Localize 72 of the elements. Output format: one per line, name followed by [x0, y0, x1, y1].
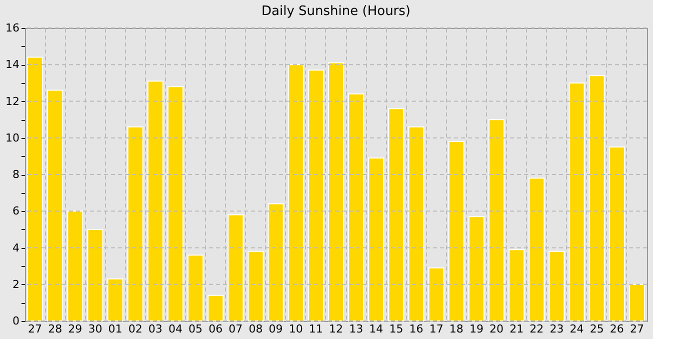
x-tick-label: 29: [68, 322, 82, 336]
bar: [608, 146, 625, 322]
bar: [107, 278, 124, 322]
bar: [548, 250, 565, 322]
x-tick-label: 17: [429, 322, 444, 336]
x-tick-label: 20: [490, 322, 504, 336]
x-tick-label: 18: [449, 322, 464, 336]
x-tick-label: 12: [329, 322, 343, 336]
bar: [448, 141, 464, 322]
x-tick-label: 24: [570, 322, 584, 336]
y-tick-label: 16: [6, 22, 20, 34]
x-tick-label: 09: [268, 322, 283, 336]
bar: [27, 56, 44, 322]
x-tick-label: 22: [530, 322, 544, 336]
bar: [248, 250, 264, 322]
x-tick-label: 02: [128, 322, 142, 336]
x-tick-label: 05: [188, 322, 203, 336]
x-tick-label: 16: [409, 322, 424, 336]
bar: [628, 284, 645, 322]
x-tick-label: 23: [550, 322, 564, 336]
y-tick-label: 6: [12, 204, 20, 218]
bar: [368, 158, 384, 322]
y-tick-label: 8: [12, 168, 20, 181]
bar: [328, 62, 344, 322]
bar: [147, 80, 164, 322]
bar: [308, 70, 324, 322]
y-tick-label: 12: [6, 94, 20, 108]
x-tick-label: 01: [108, 322, 122, 336]
x-tick-label: 11: [308, 322, 323, 336]
bar: [208, 294, 224, 322]
x-tick-label: 13: [349, 322, 364, 336]
bar: [87, 228, 104, 322]
x-tick-label: 07: [228, 322, 243, 336]
bar: [488, 119, 505, 322]
bar: [428, 267, 444, 322]
y-tick-label: 4: [12, 241, 20, 254]
bar: [388, 108, 404, 322]
x-tick-label: 03: [148, 322, 162, 336]
x-tick-label: 30: [88, 322, 102, 336]
bar: [288, 64, 304, 322]
bar: [228, 214, 244, 322]
bar: [568, 82, 585, 322]
bar: [408, 126, 424, 322]
bar: [508, 249, 525, 322]
bar: [167, 86, 184, 322]
x-tick-label: 19: [469, 322, 484, 336]
x-tick-label: 25: [590, 322, 604, 336]
x-tick-label: 21: [510, 322, 524, 336]
x-tick-label: 10: [288, 322, 303, 336]
y-tick-label: 2: [12, 278, 20, 291]
x-tick-label: 15: [389, 322, 404, 336]
x-tick-label: 26: [610, 322, 624, 336]
bar: [348, 93, 364, 322]
bar: [67, 210, 84, 322]
bar: [468, 216, 484, 322]
y-tick-label: 0: [12, 314, 20, 328]
bar: [268, 203, 284, 322]
y-tick-label: 10: [6, 131, 20, 144]
y-tick-label: 14: [6, 58, 20, 72]
x-tick-label: 06: [208, 322, 223, 336]
chart-title: Daily Sunshine (Hours): [262, 4, 410, 19]
bar: [588, 75, 605, 322]
x-tick-label: 08: [248, 322, 263, 336]
x-tick-label: 28: [48, 322, 62, 336]
x-tick-label: 14: [369, 322, 384, 336]
bar: [188, 254, 204, 322]
bar: [528, 178, 545, 322]
bar: [47, 90, 64, 322]
x-tick-label: 27: [630, 322, 644, 336]
x-tick-label: 04: [168, 322, 182, 336]
bar: [127, 126, 144, 322]
x-tick-label: 27: [28, 322, 42, 336]
